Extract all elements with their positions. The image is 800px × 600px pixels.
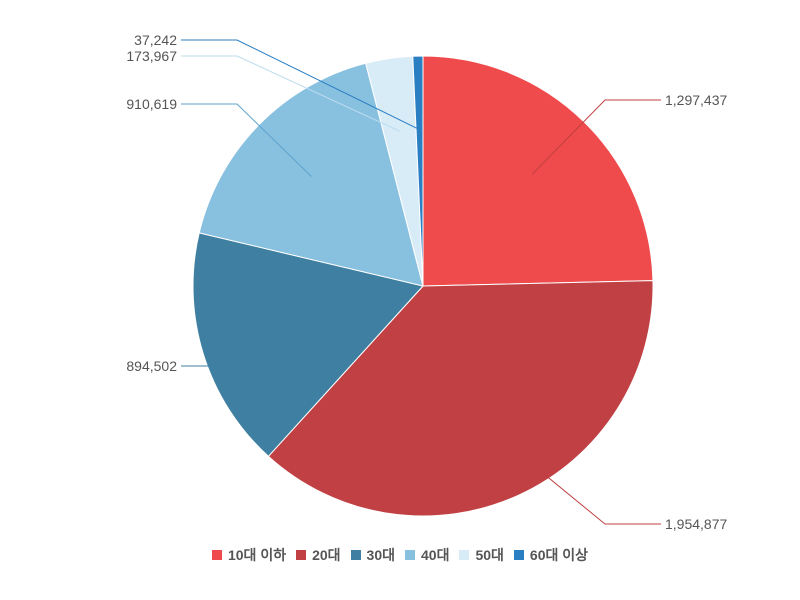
legend-label: 50대 (475, 547, 504, 563)
legend-swatch (296, 550, 307, 560)
pie-chart: 1,297,437 1,954,877 894,502 910,619 173,9673… (126, 32, 727, 532)
legend-item[interactable]: 30대 (350, 545, 395, 565)
data-label: 173,967 (126, 48, 177, 64)
leader-line (531, 99, 661, 175)
legend-item[interactable]: 60대 이상 (513, 545, 589, 565)
data-label: 894,502 (126, 358, 177, 374)
leader-line (181, 55, 401, 132)
slices-layer (192, 55, 654, 517)
legend-swatch (405, 550, 415, 560)
legend-swatch (350, 550, 361, 560)
leader-line (181, 331, 274, 367)
legend-label: 20대 (312, 547, 341, 563)
legend-item[interactable]: 40대 (405, 545, 449, 565)
pie-slice[interactable] (422, 55, 654, 287)
data-label: 910,619 (126, 96, 177, 112)
leader-line (181, 39, 420, 131)
leader-line (181, 103, 312, 177)
leader-line (487, 427, 661, 525)
legend-item[interactable]: 20대 (296, 545, 341, 565)
leaders-layer (181, 39, 661, 525)
data-label: 1,297,437 (665, 92, 727, 108)
data-label: 1,954,877 (665, 516, 727, 532)
data-label: 37,242 (134, 32, 177, 48)
labels-layer: 1,297,437 1,954,877 894,502 910,619 173,9673… (126, 32, 727, 532)
legend: 10대 이하 20대 30대 40대 50대 60대 이상 (0, 545, 800, 565)
legend-item[interactable]: 10대 이하 (211, 545, 287, 565)
legend-item[interactable]: 50대 (459, 545, 504, 565)
legend-swatch (459, 550, 470, 560)
legend-label: 10대 이하 (227, 547, 287, 563)
legend-swatch (211, 550, 222, 560)
legend-label: 30대 (366, 547, 395, 563)
pie-slice[interactable] (412, 55, 424, 287)
pie-slice[interactable] (192, 232, 424, 458)
legend-swatch (513, 550, 524, 560)
legend-label: 40대 (421, 547, 450, 563)
pie-slice[interactable] (267, 280, 654, 517)
legend-label: 60대 이상 (529, 547, 589, 563)
